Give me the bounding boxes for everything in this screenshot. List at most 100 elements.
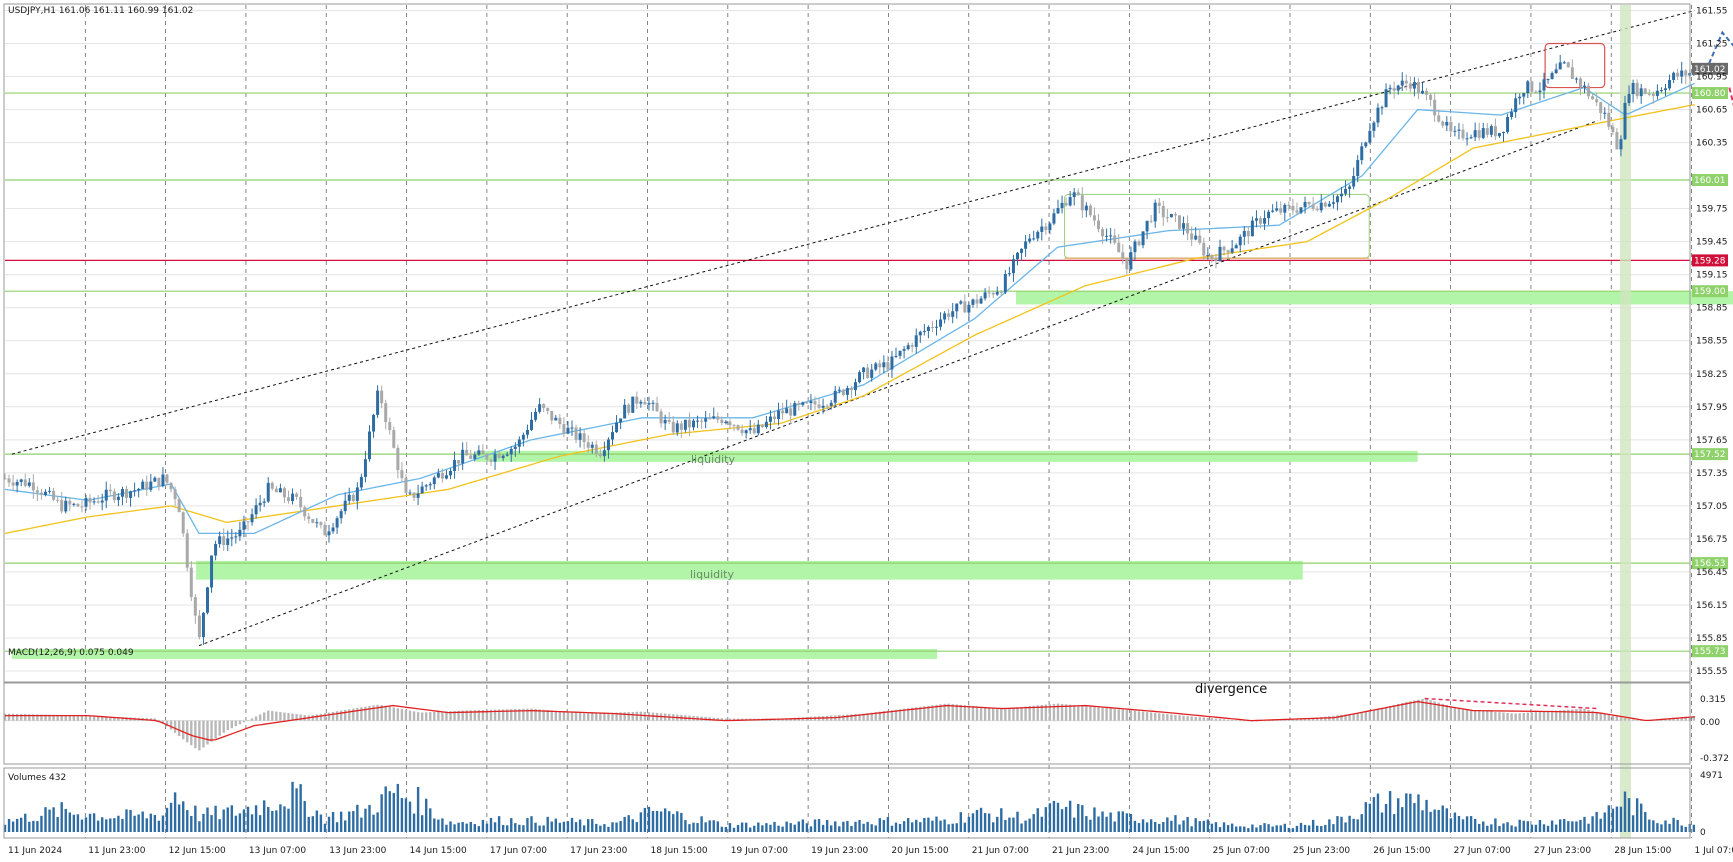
macd-bar-44: [182, 720, 185, 740]
volume-bar-204: [830, 825, 833, 832]
candle-body-8: [35, 490, 39, 493]
candle-body-150: [611, 432, 614, 440]
candle-body-25: [104, 489, 108, 501]
volume-bar-349: [1417, 794, 1420, 832]
candle-body-82: [335, 518, 339, 528]
candle-body-351: [1425, 90, 1429, 95]
macd-bar-22: [92, 715, 96, 721]
macd-bar-47: [194, 720, 197, 749]
candle-body-204: [829, 402, 833, 406]
candle-body-59: [242, 521, 246, 530]
candle-body-36: [149, 481, 153, 490]
macd-bar-51: [210, 720, 213, 742]
volume-bar-266: [1081, 805, 1084, 832]
volume-bar-177: [720, 826, 724, 832]
volume-bar-233: [947, 824, 950, 832]
macd-bar-275: [1117, 709, 1120, 721]
grid-lines: [5, 5, 1692, 838]
volume-bar-13: [56, 816, 59, 832]
volume-bar-256: [1040, 816, 1043, 832]
candle-body-369: [1497, 133, 1501, 137]
candle-body-149: [606, 439, 610, 451]
divergence-line: [1424, 697, 1598, 710]
candle-body-128: [521, 434, 525, 440]
macd-bar-239: [971, 705, 975, 721]
macd-bar-144: [587, 713, 590, 721]
volume-bar-382: [1550, 820, 1554, 832]
volume-bar-289: [1174, 815, 1177, 832]
macd-bar-357: [1449, 706, 1453, 721]
macd-bar-104: [425, 712, 428, 721]
macd-bar-307: [1247, 720, 1250, 722]
volume-bar-328: [1332, 824, 1335, 832]
volume-bar-284: [1154, 821, 1157, 832]
volume-bar-198: [805, 823, 809, 832]
candle-body-135: [550, 410, 554, 421]
macd-bar-233: [947, 703, 950, 721]
volume-bar-299: [1214, 822, 1218, 832]
macd-bar-150: [611, 712, 614, 721]
candle-body-262: [1064, 202, 1068, 206]
volume-bar-101: [412, 813, 416, 832]
volume-bar-410: [1664, 820, 1667, 832]
volume-bar-75: [307, 816, 310, 832]
volume-bar-361: [1465, 816, 1469, 832]
volume-bar-405: [1644, 811, 1647, 832]
candle-body-9: [39, 492, 43, 495]
level-tag-label-6: 155.73: [1694, 647, 1726, 657]
volume-bar-181: [736, 824, 740, 832]
volume-bar-44: [182, 801, 185, 832]
macd-bar-415: [1684, 716, 1687, 721]
macd-bar-281: [1141, 711, 1145, 721]
candle-body-212: [862, 367, 866, 373]
volume-bar-293: [1190, 826, 1193, 832]
volume-bar-150: [611, 822, 614, 832]
volume-bar-249: [1012, 817, 1015, 832]
candle-body-277: [1125, 258, 1129, 270]
highlight-band: [1619, 5, 1631, 838]
price-tick-7: 159.15: [1696, 271, 1728, 281]
candle-body-55: [226, 538, 230, 546]
macd-bar-136: [554, 710, 557, 721]
candle-body-146: [594, 444, 598, 454]
volume-bar-176: [716, 821, 719, 832]
price-tick-4: 160.35: [1696, 139, 1728, 149]
candle-body-344: [1396, 85, 1400, 91]
macd-bar-320: [1299, 718, 1303, 721]
volume-bar-36: [149, 813, 152, 832]
macd-bar-246: [1000, 708, 1003, 721]
macd-bar-128: [522, 708, 525, 721]
candle-body-311: [1263, 218, 1267, 224]
volume-bar-31: [129, 809, 132, 832]
volume-bar-388: [1575, 821, 1578, 832]
price-tick-15: 156.75: [1696, 535, 1728, 545]
candle-body-330: [1340, 193, 1343, 197]
macd-bar-27: [113, 716, 116, 721]
candle-body-160: [651, 402, 655, 404]
volume-bar-6: [28, 821, 31, 832]
candle-body-396: [1607, 112, 1611, 127]
volume-bar-354: [1437, 809, 1440, 832]
macd-bar-236: [959, 704, 962, 721]
macd-bar-269: [1093, 706, 1096, 721]
candle-body-331: [1344, 188, 1348, 194]
macd-bar-218: [886, 710, 890, 721]
candle-body-308: [1250, 220, 1254, 237]
candle-body-179: [728, 421, 732, 426]
macd-bar-412: [1672, 717, 1675, 721]
candle-body-251: [1020, 248, 1024, 253]
macd-bar-156: [635, 711, 638, 721]
candle-body-218: [886, 362, 890, 370]
volume-bar-7: [32, 820, 35, 832]
macd-bar-219: [890, 710, 894, 721]
volume-bar-346: [1405, 793, 1408, 832]
candle-body-114: [465, 449, 469, 456]
macd-bar-315: [1279, 720, 1282, 721]
candle-body-100: [408, 492, 412, 494]
candle-body-183: [744, 430, 748, 434]
volume-bar-23: [96, 820, 100, 832]
macd-bar-118: [481, 709, 485, 721]
macd-bar-358: [1453, 707, 1457, 721]
macd-bar-245: [996, 708, 999, 721]
